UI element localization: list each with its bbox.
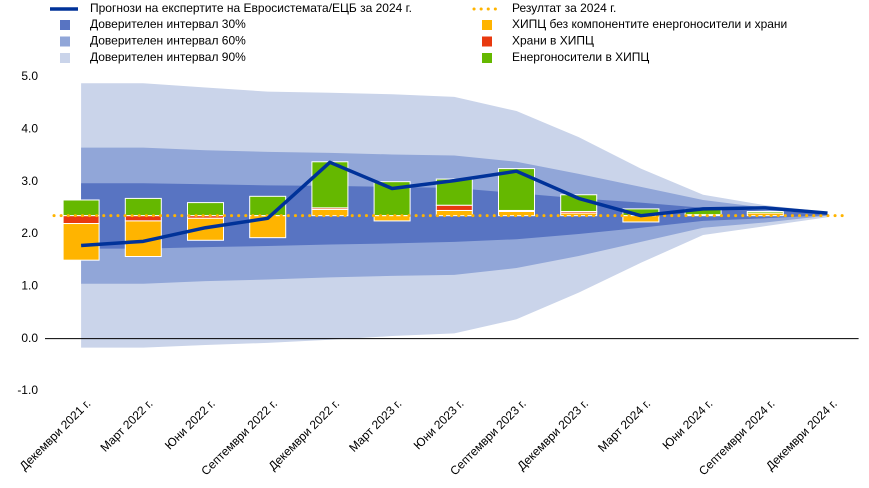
legend-swatch xyxy=(482,53,492,63)
legend-swatch xyxy=(482,20,492,30)
legend-swatch xyxy=(60,36,70,47)
bar-segment xyxy=(746,210,784,214)
legend-label: Доверителен интервал 60% xyxy=(90,34,246,48)
projection-line xyxy=(80,160,828,248)
y-tick-label: -1.0 xyxy=(17,383,38,397)
x-tick-label: Декември 2021 г. xyxy=(17,396,94,473)
legend-swatch xyxy=(60,20,70,30)
legend-swatch xyxy=(482,36,492,47)
y-tick-label: 2.0 xyxy=(21,226,38,240)
legend-label: Резултат за 2024 г. xyxy=(512,1,616,15)
y-tick-label: 4.0 xyxy=(21,122,38,136)
x-tick-label: Юни 2023 г. xyxy=(411,396,467,452)
bar-segment xyxy=(124,215,162,222)
x-tick-label: Юни 2022 г. xyxy=(162,396,218,452)
legend-swatch xyxy=(60,53,70,63)
y-tick-label: 3.0 xyxy=(21,174,38,188)
legend-label: Доверителен интервал 90% xyxy=(90,50,246,64)
y-tick-label: 5.0 xyxy=(21,69,38,83)
bar-segment xyxy=(124,197,162,217)
legend-label: Прогнози на експертите на Евросистемата/… xyxy=(90,1,412,15)
bar-segment xyxy=(62,199,100,217)
y-tick-label: 0.0 xyxy=(21,331,38,345)
x-tick-label: Март 2023 г. xyxy=(346,396,404,454)
bar-segment xyxy=(311,161,349,209)
x-tick-label: Март 2022 г. xyxy=(97,396,155,454)
x-tick-label: Март 2024 г. xyxy=(595,396,653,454)
bar-segment xyxy=(62,223,100,261)
legend-label: ХИПЦ без компонентите енергоносители и х… xyxy=(512,17,787,31)
legend-label: Храни в ХИПЦ xyxy=(512,34,594,48)
bar-segment xyxy=(187,202,224,217)
legend-label: Енергоносители в ХИПЦ xyxy=(512,50,649,64)
x-tick-label: Юни 2024 г. xyxy=(660,396,716,452)
bar-segment xyxy=(373,215,411,222)
bar-segment xyxy=(435,204,473,211)
legend-label: Доверителен интервал 30% xyxy=(90,17,246,31)
y-tick-label: 1.0 xyxy=(21,279,38,293)
